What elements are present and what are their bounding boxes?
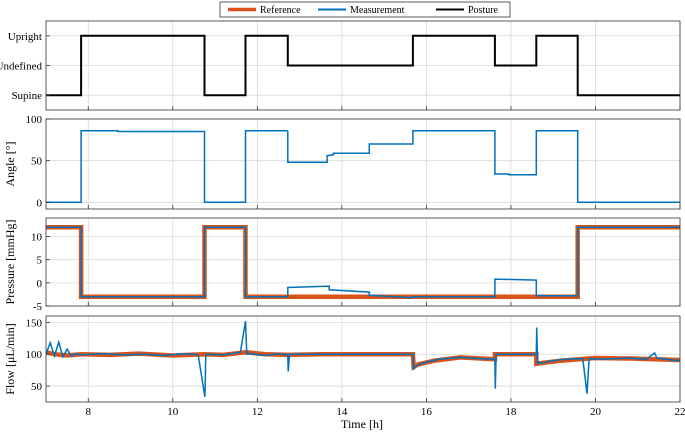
series-measurement-flow: [46, 320, 680, 398]
plot-area-pressure: [46, 218, 680, 306]
series-group-angle: [46, 129, 680, 204]
x-tick-label: 22: [675, 406, 685, 418]
x-tick-label: 18: [505, 406, 517, 418]
panel-frame: [45, 315, 681, 403]
y-tick-label: 150: [26, 317, 43, 329]
y-tick-label: 0: [37, 278, 43, 290]
y-tick-label: 5: [37, 255, 43, 267]
y-axis-label-flow: Flow [μL/min]: [3, 323, 17, 394]
legend-label-posture: Posture: [468, 5, 499, 16]
series-group-pressure: [46, 225, 680, 299]
x-tick-label: 20: [590, 406, 602, 418]
y-tick-label: 50: [31, 381, 43, 393]
panel-angle: 0 50 100 Angle [°]: [3, 114, 681, 210]
y-tick-label: 0: [37, 197, 43, 209]
y-tick-label: 100: [26, 114, 43, 126]
x-tick-label: 16: [421, 406, 433, 418]
y-axis-label-pressure: Pressure [mmHg]: [3, 220, 17, 305]
y-tick-label: 100: [26, 349, 43, 361]
y-tick-label: Supine: [11, 90, 42, 102]
legend-label-reference: Reference: [260, 5, 301, 16]
series-posture-posture: [46, 34, 680, 97]
plot-area-angle: [46, 119, 680, 209]
series-measurement-angle: [46, 129, 680, 204]
panel-frame: [45, 118, 681, 210]
y-axis-label-angle: Angle [°]: [3, 141, 17, 186]
y-tick-label: Upright: [8, 31, 42, 43]
legend-label-measurement: Measurement: [350, 5, 405, 16]
legend-box: [219, 1, 511, 18]
x-tick-label: 10: [167, 406, 179, 418]
x-axis-label: Time [h]: [341, 417, 383, 431]
panel-pressure: -5 0 5 10 Pressure [mmHg]: [3, 217, 681, 313]
series-group-posture: [46, 34, 680, 97]
legend: Reference Measurement Posture: [219, 1, 511, 18]
y-tick-label: -5: [33, 301, 43, 313]
y-tick-label: 10: [31, 232, 43, 244]
series-group-flow: [46, 320, 680, 398]
series-measurement-pressure: [46, 226, 680, 299]
panel-frame: [45, 217, 681, 307]
panel-posture: Supine Undefined Upright: [0, 20, 681, 111]
panel-flow: 50 100 150 8 10 12 14 16 18 20 22 Flow [μL/min]: [3, 315, 685, 418]
y-tick-label: 50: [31, 156, 43, 168]
y-tick-label: Undefined: [0, 61, 42, 73]
x-tick-label: 14: [336, 406, 348, 418]
x-tick-label: 8: [86, 406, 92, 418]
x-tick-label: 12: [252, 406, 263, 418]
